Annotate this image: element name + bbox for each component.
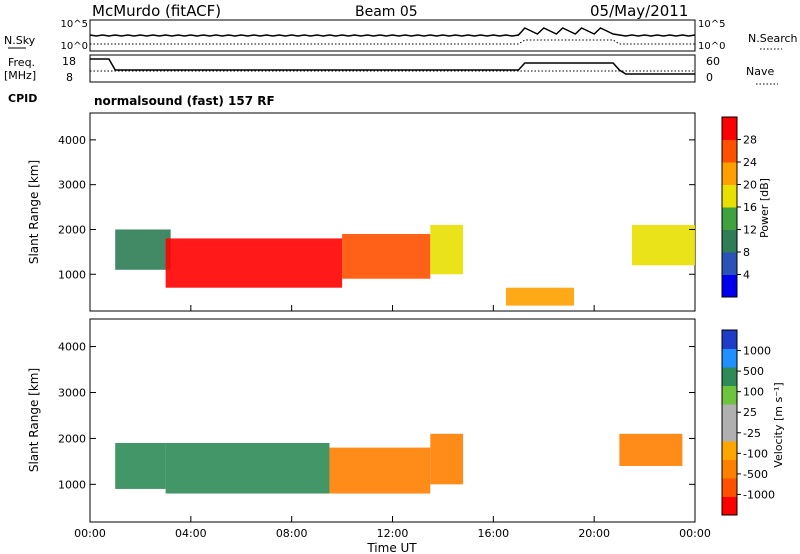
y-tick-label: 1000 bbox=[58, 478, 86, 491]
nsearch-label: N.Search bbox=[748, 32, 798, 45]
time-axis-label: Time UT bbox=[366, 541, 417, 554]
colorbar-tick-label: -25 bbox=[743, 427, 761, 440]
freq-strip-frame bbox=[89, 54, 696, 83]
nsky-tick-top: 10^5 bbox=[61, 19, 88, 30]
power-data bbox=[115, 224, 695, 306]
beam-title: Beam 05 bbox=[355, 4, 418, 20]
nave-label: Nave bbox=[746, 65, 774, 78]
x-tick-label: 20:00 bbox=[578, 527, 610, 540]
velocity-colorbar-label: Velocity [m s⁻¹] bbox=[772, 382, 785, 467]
colorbar-segment bbox=[722, 459, 737, 479]
colorbar-segment bbox=[722, 367, 737, 386]
noise-strip: N.Sky 10^5 10^0 10^5 10^0 N.Search bbox=[4, 19, 798, 52]
colorbar-segment bbox=[722, 139, 737, 163]
colorbar-tick-label: 1000 bbox=[743, 345, 771, 358]
colorbar-tick-label: 4 bbox=[743, 269, 750, 282]
x-tick-label: 04:00 bbox=[175, 527, 207, 540]
data-region bbox=[430, 433, 464, 485]
freq-unit-label: [MHz] bbox=[4, 69, 36, 82]
nsearch-tick-bottom: 10^0 bbox=[698, 41, 725, 52]
y-tick-label: 2000 bbox=[58, 432, 86, 445]
data-region bbox=[329, 447, 431, 494]
station-title: McMurdo (fitACF) bbox=[92, 2, 221, 20]
colorbar-tick-label: 24 bbox=[743, 156, 757, 169]
data-region bbox=[115, 443, 166, 489]
freq-tick-top: 18 bbox=[62, 55, 76, 68]
x-tick-label: 12:00 bbox=[377, 527, 409, 540]
data-region bbox=[505, 287, 574, 306]
data-region bbox=[430, 224, 464, 275]
power-ylabel: Slant Range [km] bbox=[27, 160, 41, 264]
nsky-tick-bottom: 10^0 bbox=[61, 41, 88, 52]
colorbar-segment bbox=[722, 385, 737, 405]
colorbar-tick-label: 12 bbox=[743, 224, 757, 237]
velocity-ylabel: Slant Range [km] bbox=[27, 368, 41, 472]
colorbar-segment bbox=[722, 117, 737, 140]
x-tick-label: 00:00 bbox=[74, 527, 106, 540]
data-region bbox=[165, 238, 343, 288]
colorbar-segment bbox=[722, 252, 737, 275]
colorbar-segment bbox=[722, 404, 737, 423]
colorbar-tick-label: 16 bbox=[743, 201, 757, 214]
velocity-colorbar: -1000 -500 -100 -25 25 100 500 1000 bbox=[721, 329, 775, 516]
nsky-label: N.Sky bbox=[4, 34, 36, 47]
data-region bbox=[165, 443, 330, 494]
colorbar-tick-label: 25 bbox=[743, 406, 757, 419]
data-region bbox=[619, 433, 683, 466]
freq-label: Freq. bbox=[8, 56, 35, 69]
data-region bbox=[631, 224, 695, 266]
y-tick-label: 1000 bbox=[58, 268, 86, 281]
colorbar-segment bbox=[722, 422, 737, 442]
x-tick-label: 16:00 bbox=[477, 527, 509, 540]
colorbar-tick-label: -500 bbox=[743, 468, 768, 481]
velocity-axes: 1000 2000 3000 4000 bbox=[58, 341, 696, 522]
nsearch-line bbox=[90, 39, 695, 45]
nsky-line bbox=[89, 27, 696, 37]
colorbar-tick-label: 100 bbox=[743, 386, 764, 399]
data-region bbox=[115, 229, 171, 270]
colorbar-tick-label: 28 bbox=[743, 134, 757, 147]
colorbar-tick-label: 8 bbox=[743, 246, 750, 259]
nave-tick-bottom: 0 bbox=[706, 71, 713, 84]
x-tick-label: 08:00 bbox=[276, 527, 308, 540]
colorbar-segment bbox=[722, 162, 737, 185]
cpid-label: CPID bbox=[8, 92, 37, 105]
power-colorbar: 4 8 12 16 20 24 28 bbox=[721, 116, 757, 298]
y-tick-label: 3000 bbox=[58, 386, 86, 399]
freq-line bbox=[90, 58, 695, 75]
velocity-data bbox=[115, 433, 683, 494]
velocity-panel: 1000 2000 3000 4000 Slant Range [km] bbox=[27, 318, 696, 523]
power-panel: 1000 2000 3000 4000 Slant Range [km] bbox=[27, 112, 696, 312]
power-axes: 1000 2000 3000 4000 bbox=[58, 134, 696, 311]
colorbar-segment bbox=[722, 229, 737, 253]
colorbar-segment bbox=[722, 274, 737, 298]
colorbar-tick-label: 20 bbox=[743, 179, 757, 192]
colorbar-segment bbox=[722, 184, 737, 208]
power-colorbar-label: Power [dB] bbox=[758, 178, 771, 238]
colorbar-segment bbox=[722, 496, 737, 516]
y-tick-label: 4000 bbox=[58, 134, 86, 147]
date-title: 05/May/2011 bbox=[590, 2, 688, 20]
y-tick-label: 4000 bbox=[58, 341, 86, 354]
x-tick-label: 00:00 bbox=[679, 527, 711, 540]
freq-tick-bottom: 8 bbox=[66, 71, 73, 84]
colorbar-tick-label: -100 bbox=[743, 447, 768, 460]
colorbar-segment bbox=[722, 330, 737, 349]
freq-strip: Freq. [MHz] 18 8 60 0 Nave bbox=[4, 54, 778, 85]
colorbar-segment bbox=[722, 478, 737, 497]
y-tick-label: 3000 bbox=[58, 179, 86, 192]
time-axis: 00:00 04:00 08:00 12:00 16:00 20:00 00:00 bbox=[74, 527, 711, 540]
y-tick-label: 2000 bbox=[58, 223, 86, 236]
cpid-text: normalsound (fast) 157 RF bbox=[94, 94, 275, 108]
colorbar-segment bbox=[722, 207, 737, 230]
colorbar-segment bbox=[722, 441, 737, 460]
nsearch-tick-top: 10^5 bbox=[698, 19, 725, 30]
colorbar-tick-label: -1000 bbox=[743, 488, 775, 501]
data-region bbox=[342, 233, 431, 279]
nave-tick-top: 60 bbox=[706, 55, 720, 68]
colorbar-segment bbox=[722, 348, 737, 368]
colorbar-tick-label: 500 bbox=[743, 365, 764, 378]
